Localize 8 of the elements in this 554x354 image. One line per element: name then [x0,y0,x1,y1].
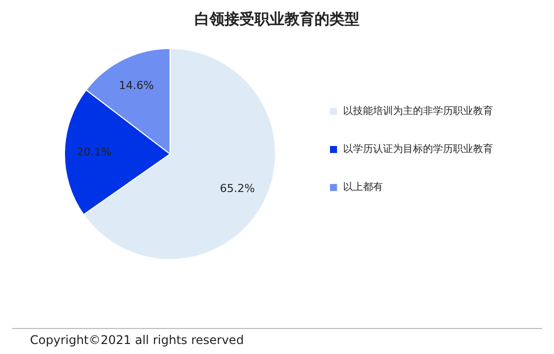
data-label: 14.6% [118,78,154,92]
text: Copyright©2021 all rights reserved [30,333,244,347]
legend-label: 以技能培训为主的非学历职业教育 [343,104,493,118]
chart-title: 白领接受职业教育的类型 [194,10,360,29]
legend-label: 以上都有 [343,180,383,194]
legend-label: 以学历认证为目标的学历职业教育 [343,142,493,156]
data-label: 20.1% [76,145,112,158]
data-label: 65.2% [220,182,255,195]
